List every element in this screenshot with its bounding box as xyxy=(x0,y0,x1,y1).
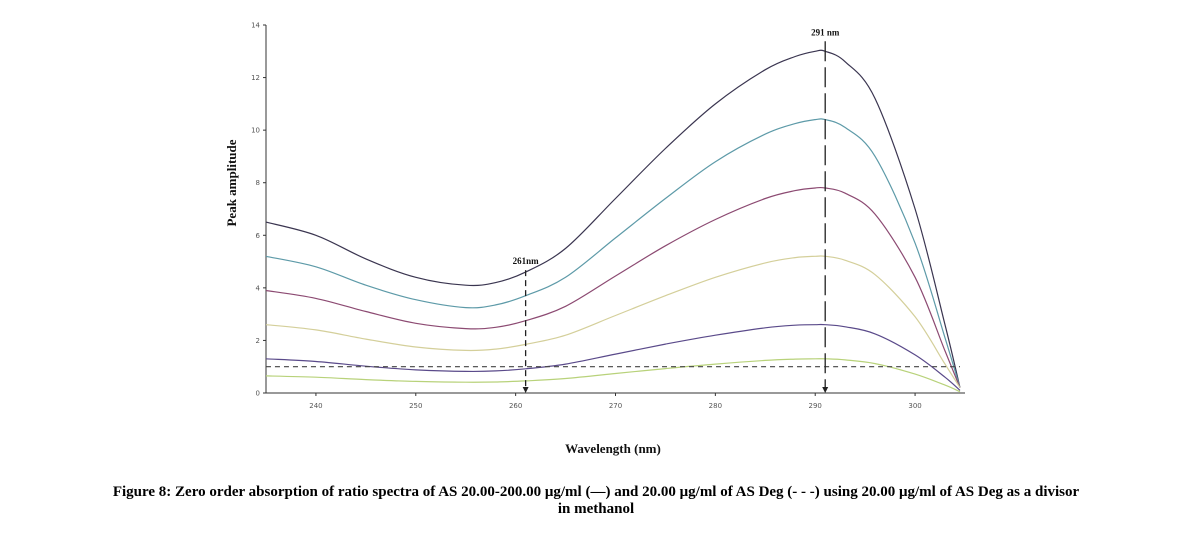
y-tick-label: 8 xyxy=(256,179,260,187)
y-tick-label: 12 xyxy=(251,74,260,82)
x-axis-label: Wavelength (nm) xyxy=(565,441,661,456)
marker-label-2: 291 nm xyxy=(811,27,840,37)
figure-caption: Figure 8: Zero order absorption of ratio… xyxy=(0,484,1192,518)
x-tick-label: 280 xyxy=(709,402,722,410)
x-tick-label: 300 xyxy=(908,402,921,410)
annotation-layer: 261nm 291 nm xyxy=(513,27,840,393)
y-tick-label: 14 xyxy=(251,22,260,30)
y-tick-label: 4 xyxy=(256,284,261,292)
series-line-6 xyxy=(265,358,961,393)
series-line-4 xyxy=(265,255,961,389)
y-tick-label: 6 xyxy=(256,232,261,240)
caption-line-1: Figure 8: Zero order absorption of ratio… xyxy=(112,484,1080,500)
y-tick-label: 2 xyxy=(256,337,260,345)
x-tick-label: 250 xyxy=(409,402,422,410)
marker-arrow-1 xyxy=(522,387,529,393)
x-tick-label: 290 xyxy=(809,402,822,410)
series-line-3 xyxy=(265,186,961,388)
marker-arrow-2 xyxy=(822,387,829,393)
y-tick-label: 0 xyxy=(256,390,260,398)
x-tick-label: 240 xyxy=(309,402,322,410)
spectra-chart: 0 2 4 6 8 10 12 14 240 250 260 270 280 290 300 261nm 29… xyxy=(224,22,965,456)
x-tick-label: 270 xyxy=(609,402,622,410)
caption-line-2: in methanol xyxy=(557,501,635,517)
series-line-2 xyxy=(265,118,961,388)
marker-label-1: 261nm xyxy=(513,256,540,266)
chart-axes: 0 2 4 6 8 10 12 14 240 250 260 270 280 290 300 xyxy=(251,22,965,410)
x-tick-label: 260 xyxy=(509,402,522,410)
series-line-1 xyxy=(265,49,961,388)
y-tick-label: 10 xyxy=(251,127,260,135)
series-line-5 xyxy=(265,323,961,391)
y-axis-label: Peak amplitude xyxy=(224,139,239,226)
series-layer xyxy=(265,49,961,393)
